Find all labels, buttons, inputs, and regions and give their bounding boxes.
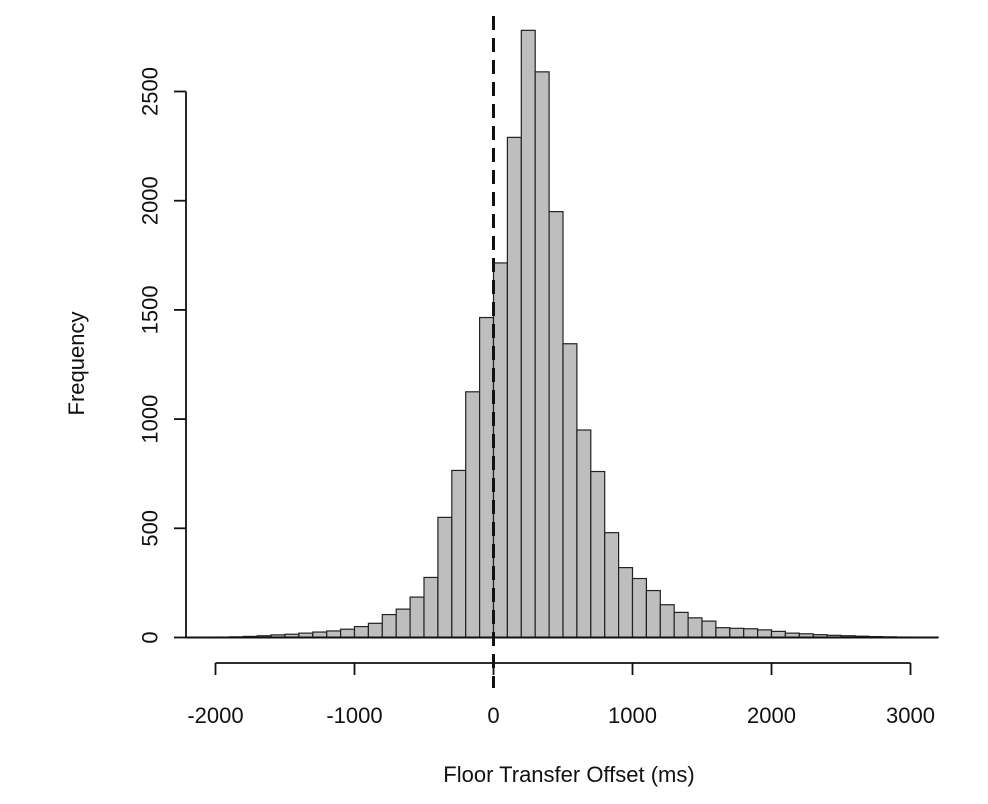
histogram-bar: [701, 620, 717, 639]
histogram-bar: [743, 628, 759, 639]
histogram-bar: [353, 625, 369, 639]
histogram-bar: [479, 316, 495, 639]
y-axis-title: Frequency: [64, 312, 89, 416]
x-tick-label: 1000: [608, 703, 657, 728]
histogram-bar: [465, 391, 481, 639]
histogram-bar: [492, 262, 508, 639]
x-axis: -2000 -1000 0 1000 2000 3000: [187, 662, 935, 728]
histogram-bar: [631, 577, 647, 639]
histogram-bar: [437, 516, 453, 639]
y-tick-label: 0: [138, 631, 163, 643]
x-tick-label: 2000: [747, 703, 796, 728]
histogram-bar: [729, 627, 745, 639]
histogram-bar: [715, 627, 731, 639]
histogram-bar: [673, 611, 689, 639]
histogram-bar: [520, 29, 536, 639]
histogram-bar: [756, 629, 773, 639]
histogram-bar: [687, 617, 703, 639]
histogram-bar: [548, 211, 564, 639]
y-tick-label: 2000: [138, 176, 163, 225]
histogram-bar: [590, 470, 606, 639]
y-tick-label: 1500: [138, 285, 163, 334]
x-tick-label: -1000: [326, 703, 382, 728]
histogram-bar: [562, 343, 578, 639]
histogram-bar: [395, 608, 411, 639]
histogram-bar: [534, 71, 550, 639]
histogram-bar: [423, 576, 439, 639]
y-tick-label: 500: [138, 510, 163, 547]
y-tick-label: 1000: [138, 395, 163, 444]
x-tick-label: 0: [487, 703, 499, 728]
y-tick-label: 2500: [138, 67, 163, 116]
histogram-bar: [576, 429, 592, 639]
histogram-bar: [340, 628, 356, 639]
x-axis-title: Floor Transfer Offset (ms): [443, 762, 694, 787]
histogram-bar: [617, 567, 634, 639]
histogram-bar: [659, 604, 675, 639]
histogram-bar: [367, 622, 383, 639]
histogram-bar: [604, 532, 620, 639]
x-tick-label: -2000: [187, 703, 243, 728]
histogram-bar: [381, 613, 397, 639]
histogram-bar: [409, 596, 425, 639]
histogram-bar: [506, 136, 522, 639]
histogram-bars: [214, 29, 939, 639]
x-tick-label: 3000: [886, 703, 935, 728]
histogram-bar: [451, 469, 467, 639]
histogram-bar: [645, 589, 661, 639]
y-axis: 0 500 1000 1500 2000 2500: [138, 67, 187, 644]
